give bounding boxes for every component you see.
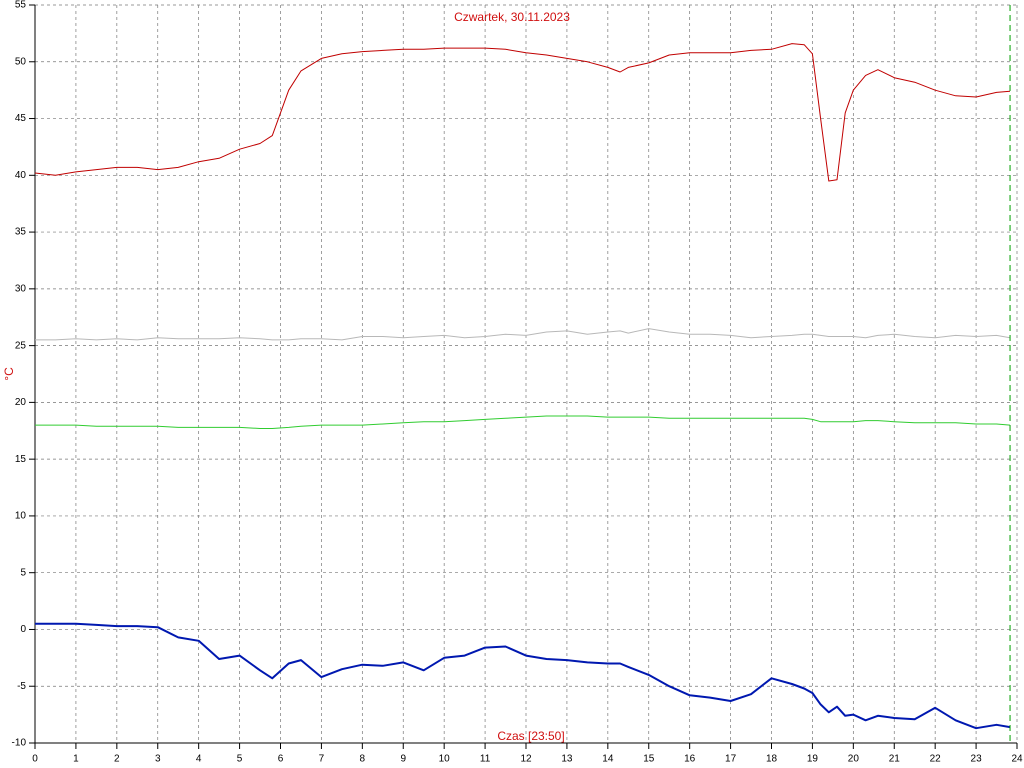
data-line bbox=[35, 415, 1011, 429]
y-tick-label: 55 bbox=[15, 0, 27, 11]
y-tick-label: 20 bbox=[15, 397, 27, 408]
chart-title: Czwartek, 30.11.2023 bbox=[454, 10, 570, 24]
x-tick-label: 5 bbox=[237, 754, 243, 765]
x-tick-label: 4 bbox=[196, 754, 202, 765]
y-tick-label: 50 bbox=[15, 56, 27, 67]
x-tick-label: 1 bbox=[73, 754, 79, 765]
y-tick-label: 45 bbox=[15, 113, 27, 124]
y-tick-label: 30 bbox=[15, 283, 27, 294]
x-tick-label: 8 bbox=[360, 754, 366, 765]
x-tick-label: 9 bbox=[400, 754, 406, 765]
y-tick-label: 5 bbox=[20, 567, 26, 578]
y-tick-label: 25 bbox=[15, 340, 27, 351]
x-axis-label: Czas [23:50] bbox=[497, 729, 564, 743]
x-tick-label: 21 bbox=[889, 754, 901, 765]
x-tick-label: 23 bbox=[971, 754, 983, 765]
x-tick-label: 24 bbox=[1011, 754, 1023, 765]
x-tick-label: 10 bbox=[439, 754, 451, 765]
x-tick-label: 11 bbox=[480, 754, 491, 765]
y-tick-label: -5 bbox=[17, 681, 26, 692]
data-line bbox=[34, 43, 1011, 182]
x-tick-label: 12 bbox=[520, 754, 532, 765]
x-tick-label: 14 bbox=[602, 754, 614, 765]
x-tick-label: 15 bbox=[643, 754, 655, 765]
data-line bbox=[35, 622, 1011, 730]
x-tick-label: 22 bbox=[930, 754, 942, 765]
y-tick-label: -10 bbox=[12, 738, 27, 749]
x-tick-label: 7 bbox=[319, 754, 325, 765]
data-line bbox=[35, 328, 1011, 341]
x-tick-label: 6 bbox=[278, 754, 284, 765]
y-axis-label: °C bbox=[2, 367, 16, 381]
y-tick-label: 0 bbox=[20, 624, 26, 635]
x-tick-label: 2 bbox=[114, 754, 120, 765]
y-tick-label: 15 bbox=[15, 454, 27, 465]
x-tick-label: 13 bbox=[561, 754, 573, 765]
y-tick-label: 10 bbox=[15, 511, 27, 522]
x-tick-label: 17 bbox=[725, 754, 737, 765]
x-tick-label: 20 bbox=[848, 754, 860, 765]
x-tick-label: 18 bbox=[766, 754, 778, 765]
x-tick-label: 19 bbox=[807, 754, 819, 765]
x-tick-label: 0 bbox=[32, 754, 38, 765]
x-tick-label: 16 bbox=[684, 754, 696, 765]
y-tick-label: 35 bbox=[15, 227, 27, 238]
y-tick-label: 40 bbox=[15, 170, 27, 181]
x-tick-label: 3 bbox=[155, 754, 161, 765]
